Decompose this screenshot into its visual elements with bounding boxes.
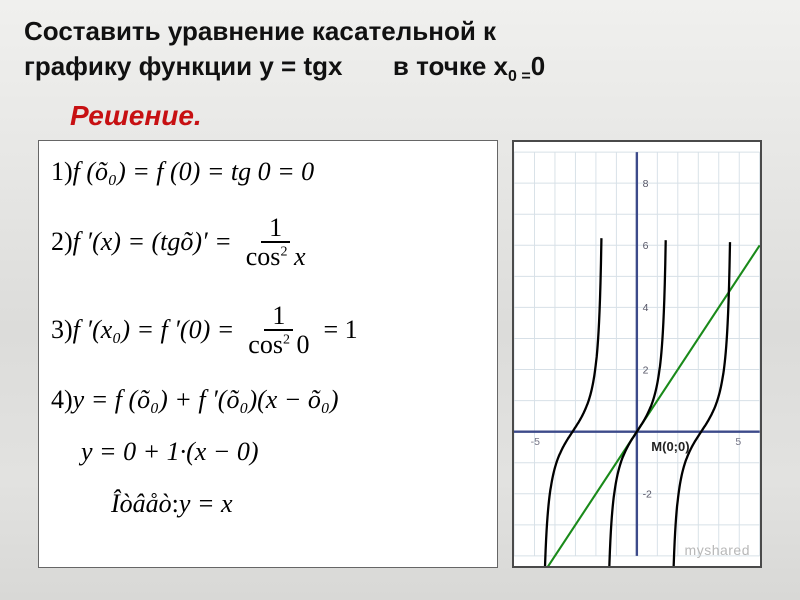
solution-label: Решение. [70,100,776,132]
math-line-5: y = 0 + 1·(x − 0) [51,431,485,473]
title-line-1: Составить уравнение касательной к [24,14,776,49]
math-line-6: Îòâåò : y = x [51,483,485,525]
tangent-graph: 8 6 4 2 -2 -5 5 [514,142,760,566]
svg-text:2: 2 [643,365,649,376]
svg-text:-2: -2 [643,489,652,500]
svg-text:6: 6 [643,241,649,252]
math-line-1: 1) f (õ₀) = f (0) = tg 0 = 0 [51,151,485,193]
math-line-3: 3) f ′(x₀) = f ′(0) = 1 cos2 0 = 1 [51,291,485,369]
math-box: 1) f (õ₀) = f (0) = tg 0 = 0 2) f ′(x) =… [38,140,498,568]
svg-text:4: 4 [643,303,649,314]
title-line-2: графику функции у = tgx в точке х0 =0 [24,49,776,88]
origin-point-label: M(0;0) [651,439,689,454]
page-title: Составить уравнение касательной к график… [24,14,776,88]
svg-text:-5: -5 [531,437,540,448]
svg-text:5: 5 [736,437,742,448]
svg-text:8: 8 [643,179,649,190]
math-line-2: 2) f ′(x) = (tgõ)′ = 1 cos2 x [51,203,485,281]
math-line-4: 4) y = f (õ₀) + f ′(õ₀)(x − õ₀) [51,379,485,421]
watermark: myshared [685,542,750,558]
fraction-icon: 1 cos2 x [238,214,314,271]
fraction-icon: 1 cos2 0 [240,302,317,359]
graph-box: 8 6 4 2 -2 -5 5 M(0;0) myshared [512,140,762,568]
